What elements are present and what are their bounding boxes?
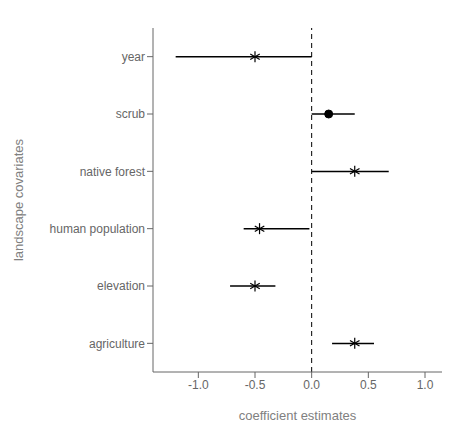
svg-text:scrub: scrub [116, 107, 146, 121]
svg-text:-0.5: -0.5 [245, 378, 266, 392]
svg-text:0.5: 0.5 [360, 378, 377, 392]
svg-text:agriculture: agriculture [89, 337, 145, 351]
svg-text:coefficient estimates: coefficient estimates [239, 408, 357, 423]
svg-text:-1.0: -1.0 [188, 378, 209, 392]
svg-text:year: year [122, 50, 145, 64]
svg-text:human population: human population [50, 222, 145, 236]
svg-text:0.0: 0.0 [303, 378, 320, 392]
svg-text:landscape covariates: landscape covariates [11, 138, 26, 261]
svg-text:native forest: native forest [80, 165, 146, 179]
svg-text:1.0: 1.0 [417, 378, 434, 392]
svg-text:elevation: elevation [97, 279, 145, 293]
